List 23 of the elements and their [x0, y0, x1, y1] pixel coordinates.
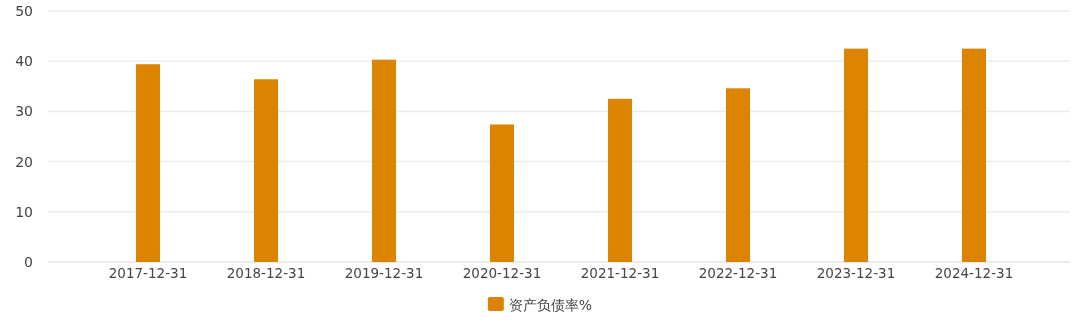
bar: [490, 124, 514, 262]
y-tick-label: 20: [15, 153, 33, 170]
x-tick-label: 2024-12-31: [934, 265, 1014, 281]
y-tick-label: 40: [15, 53, 33, 70]
y-tick-label: 50: [15, 3, 33, 19]
x-tick-label: 2020-12-31: [462, 265, 542, 281]
x-tick-label: 2021-12-31: [580, 265, 660, 281]
bar: [726, 88, 750, 262]
x-tick-label: 2022-12-31: [698, 265, 778, 281]
y-tick-label: 30: [15, 103, 33, 120]
bar: [136, 64, 160, 262]
bar: [254, 79, 278, 262]
y-tick-label: 0: [24, 254, 33, 270]
bar: [372, 59, 396, 262]
bar: [608, 98, 632, 262]
x-tick-label: 2017-12-31: [108, 265, 188, 281]
x-tick-label: 2018-12-31: [226, 265, 306, 281]
legend-label: 资产负债率%: [508, 297, 593, 313]
y-tick-label: 10: [15, 203, 33, 220]
bar: [844, 48, 868, 262]
bar: [962, 48, 986, 262]
x-tick-label: 2023-12-31: [816, 265, 896, 281]
x-tick-label: 2019-12-31: [344, 265, 424, 281]
